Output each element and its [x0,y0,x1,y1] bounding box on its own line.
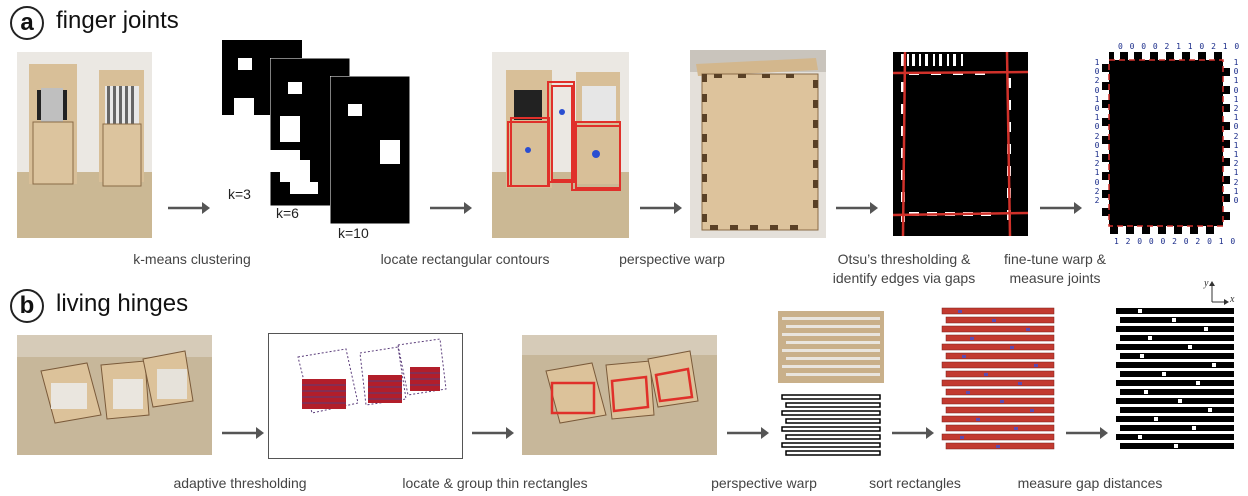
joint-digits-right: 1 0 1 0 1 2 1 0 2 1 1 2 1 2 1 0 [1233,58,1239,205]
rectangular-contours-photo [492,52,629,238]
joint-digit: 2 [1094,186,1100,196]
perspective-warp-box-photo [690,50,826,238]
joint-digit: 0 [1233,122,1239,132]
caption-group: locate & group thin rectangles [402,475,588,491]
joint-digit: 2 [1094,196,1100,206]
gap-distances-image [1114,306,1238,456]
caption-finetune-line2: measure joints [1009,270,1101,286]
caption-measure: measure gap distances [1017,475,1163,491]
caption-finetune-line1: fine-tune warp & [1004,251,1106,267]
k-label-6: k=6 [276,205,299,221]
joint-digit: 0 [1094,67,1100,77]
joint-digit: 1 [1233,168,1239,178]
caption-otsu-line1: Otsu’s thresholding & [837,251,971,267]
joint-digit: 1 [1233,113,1239,123]
joint-digits-bottom: 1 2 0 0 0 2 0 2 0 1 0 [1114,237,1237,246]
caption-perspective-warp-a: perspective warp [619,251,725,267]
arrow-icon [836,202,878,214]
otsu-threshold-image [893,52,1028,236]
joint-digit: 1 [1233,150,1239,160]
joint-digit: 1 [1233,94,1239,104]
section-b-badge: b [10,289,44,323]
k-label-10: k=10 [338,225,369,241]
section-b-title: living hinges [56,290,189,317]
caption-otsu-line2: identify edges via gaps [832,270,976,286]
arrow-icon [472,427,514,439]
joint-digits-left: 1 0 2 0 1 0 1 0 2 0 1 2 1 0 2 2 [1094,58,1100,205]
joint-digit: 0 [1094,177,1100,187]
joint-digit: 0 [1094,122,1100,132]
joint-digits-top: 0 0 0 0 2 1 1 0 2 1 0 [1118,42,1241,51]
arrow-icon [892,427,934,439]
joint-digit: 1 [1094,168,1100,178]
joint-digit: 1 [1094,150,1100,160]
arrow-icon [727,427,769,439]
arrow-icon [168,202,210,214]
fine-tuned-warp-image [1102,52,1230,234]
caption-perspective-warp-b: perspective warp [711,475,817,491]
axis-label-x: x [1230,294,1235,305]
section-a-title: finger joints [56,7,179,34]
joint-digit: 1 [1094,94,1100,104]
joint-digit: 1 [1094,113,1100,123]
adaptive-threshold-image [268,333,463,459]
caption-finetune: fine-tune warp & measure joints [990,250,1120,288]
arrow-icon [1040,202,1082,214]
caption-sort: sort rectangles [869,475,961,491]
joint-digit: 1 [1233,58,1239,67]
joint-digit: 0 [1094,85,1100,95]
joint-digit: 2 [1094,76,1100,86]
warped-hinge-threshold [778,389,884,461]
joint-digit: 2 [1094,159,1100,169]
joint-digit: 2 [1233,104,1239,114]
k-label-3: k=3 [228,186,251,202]
joint-digit: 0 [1094,104,1100,114]
joint-digit: 1 [1233,186,1239,196]
caption-adaptive: adaptive thresholding [173,475,307,491]
joint-digit: 0 [1233,67,1239,77]
axis-label-y: y [1204,278,1209,289]
kmeans-mask-k10 [330,76,410,224]
joint-digit: 0 [1233,196,1239,206]
arrow-icon [1066,427,1108,439]
joint-digit: 2 [1233,131,1239,141]
joint-digit: 2 [1233,177,1239,187]
joint-digit: 2 [1233,159,1239,169]
xy-axis-indicator: y x [1204,278,1238,306]
caption-otsu: Otsu’s thresholding & identify edges via… [814,250,994,288]
joint-digit: 2 [1094,131,1100,141]
joint-digit: 1 [1094,58,1100,67]
warped-hinge-photo [778,311,884,383]
grouped-rectangles-photo [522,335,717,455]
joint-digit: 0 [1233,85,1239,95]
arrow-icon [430,202,472,214]
living-hinge-boxes-photo [17,335,212,455]
arrow-icon [640,202,682,214]
finger-joint-boxes-photo [17,52,152,238]
section-a-badge: a [10,6,44,40]
caption-contours: locate rectangular contours [380,251,550,267]
arrow-icon [222,427,264,439]
caption-kmeans: k-means clustering [133,251,251,267]
joint-digit: 1 [1233,76,1239,86]
sorted-rectangles-image [940,306,1060,456]
joint-digit: 0 [1094,140,1100,150]
joint-digit: 1 [1233,140,1239,150]
